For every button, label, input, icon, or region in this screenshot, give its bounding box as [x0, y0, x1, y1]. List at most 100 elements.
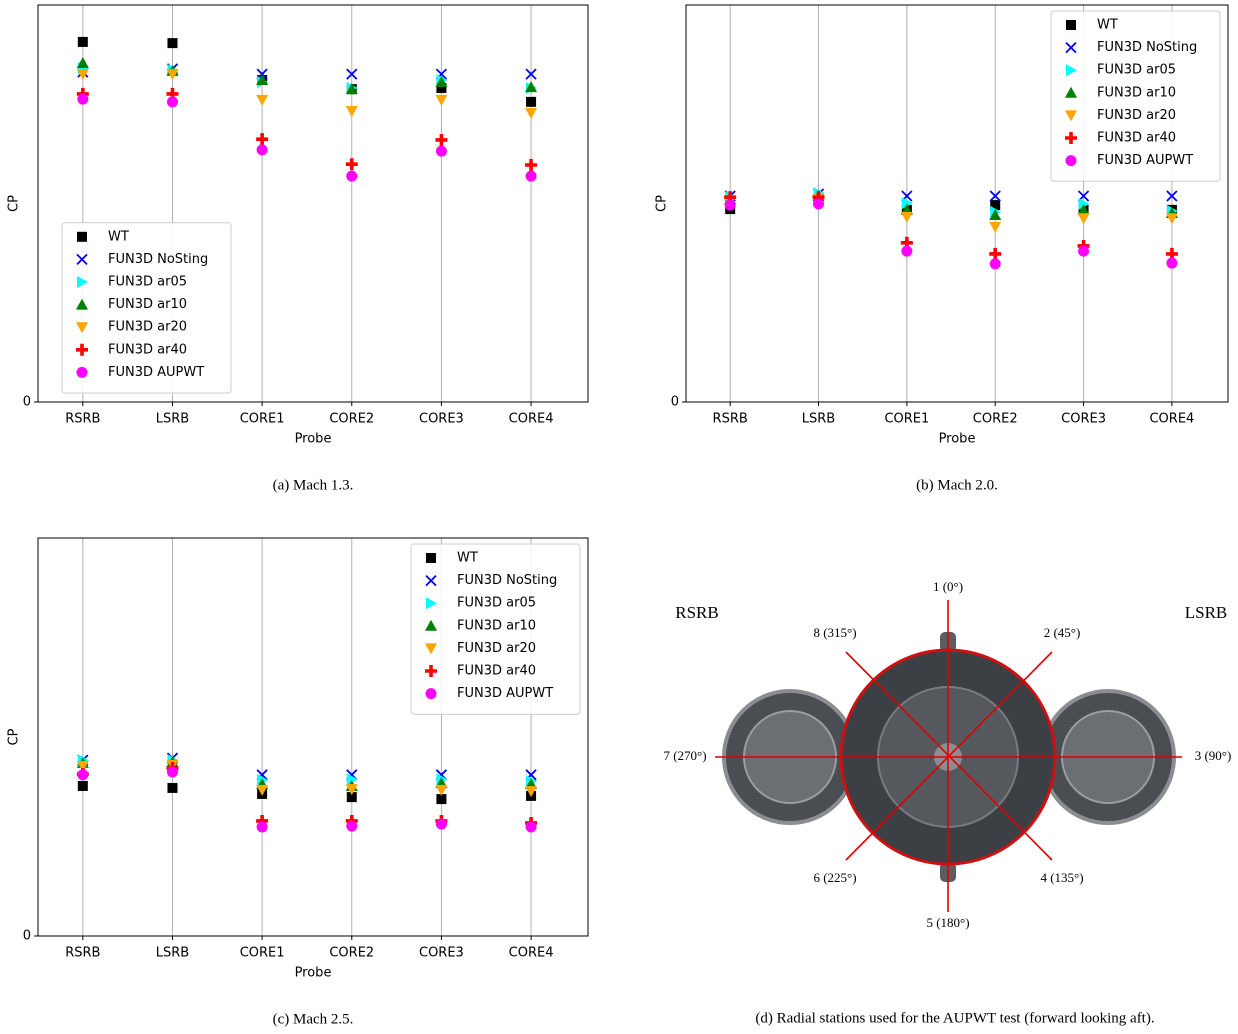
station-label: 7 (270°): [663, 748, 706, 763]
legend-marker: [1065, 155, 1077, 167]
data-point: [525, 821, 537, 833]
legend-marker: [76, 343, 88, 356]
data-point: [525, 786, 538, 798]
legend-label: FUN3D ar05: [108, 275, 187, 290]
data-point: [1078, 245, 1090, 257]
legend-label: FUN3D ar10: [108, 297, 187, 312]
data-point: [435, 145, 447, 157]
station-label: 5 (180°): [926, 915, 969, 930]
data-point: [525, 107, 538, 119]
x-tick-label: CORE1: [240, 412, 285, 427]
x-tick-label: CORE4: [509, 946, 554, 961]
y-axis-label: CP: [7, 195, 22, 212]
data-point: [900, 211, 913, 223]
data-point: [345, 105, 358, 117]
legend-marker: [1065, 132, 1077, 144]
data-point: [724, 191, 737, 204]
x-tick-label: CORE1: [884, 412, 929, 427]
x-tick-label: CORE2: [329, 946, 374, 961]
data-point: [77, 93, 89, 105]
data-point: [525, 170, 537, 182]
data-point: [989, 247, 1002, 260]
x-axis-label: Probe: [295, 966, 332, 981]
x-tick-label: RSRB: [65, 946, 100, 961]
data-point: [346, 68, 358, 80]
data-point: [77, 769, 89, 781]
legend-label: FUN3D AUPWT: [1097, 153, 1193, 168]
legend-label: WT: [457, 551, 478, 566]
legend-marker: [425, 574, 437, 587]
station-label: 6 (225°): [813, 870, 856, 885]
data-point: [724, 199, 736, 211]
data-point: [435, 94, 448, 106]
legend-label: FUN3D AUPWT: [108, 365, 204, 380]
legend-label: FUN3D ar10: [1097, 85, 1176, 100]
station-label: 2 (45°): [1044, 625, 1081, 640]
data-point: [901, 245, 913, 257]
data-point: [166, 96, 178, 108]
data-point: [1078, 197, 1090, 210]
data-point: [436, 82, 447, 93]
data-point: [345, 784, 358, 796]
data-point: [1165, 213, 1178, 225]
data-point: [1166, 190, 1178, 202]
legend-box: [1050, 10, 1221, 182]
legend-marker: [426, 597, 437, 610]
data-point: [813, 198, 825, 210]
x-tick-label: CORE2: [973, 412, 1018, 427]
data-point: [989, 190, 1001, 202]
legend-marker: [77, 276, 88, 288]
station-label: 8 (315°): [813, 625, 856, 640]
plot-frame: [685, 4, 1229, 403]
x-tick-label: CORE3: [419, 412, 464, 427]
caption: (d) Radial stations used for the AUPWT t…: [755, 1010, 1154, 1026]
x-tick-label: LSRB: [802, 412, 835, 427]
x-tick-label: RSRB: [65, 412, 100, 427]
legend-label: WT: [108, 229, 129, 244]
legend-label: FUN3D ar20: [457, 641, 536, 656]
legend-box: [410, 543, 581, 715]
legend-label: FUN3D ar40: [108, 342, 187, 357]
legend-label: FUN3D NoSting: [1097, 40, 1197, 55]
booster-label: RSRB: [675, 603, 718, 622]
booster-label: LSRB: [1185, 603, 1228, 622]
legend-marker: [425, 643, 437, 655]
x-tick-label: LSRB: [156, 412, 189, 427]
data-point: [989, 221, 1002, 233]
caption: (c) Mach 2.5.: [273, 1011, 354, 1027]
x-axis-label: Probe: [295, 432, 332, 447]
y-tick-label: 0: [23, 395, 31, 410]
data-point: [1077, 203, 1090, 215]
legend-marker: [76, 366, 88, 378]
data-point: [77, 780, 88, 791]
x-tick-label: CORE4: [509, 412, 554, 427]
legend-marker: [76, 322, 88, 334]
data-point: [526, 96, 537, 107]
data-point: [812, 191, 825, 204]
legend-marker: [76, 298, 88, 310]
legend-label: FUN3D ar20: [108, 320, 187, 335]
legend-box: [61, 222, 232, 394]
legend-marker: [425, 665, 437, 677]
legend-label: FUN3D AUPWT: [457, 686, 553, 701]
legend-label: WT: [1097, 18, 1118, 33]
data-point: [256, 821, 268, 833]
data-point: [76, 761, 89, 773]
data-point: [256, 74, 269, 86]
data-point: [346, 820, 358, 832]
data-point: [435, 133, 448, 146]
legend-label: FUN3D ar10: [457, 618, 536, 633]
legend-label: FUN3D ar40: [457, 664, 536, 679]
legend-marker: [425, 688, 437, 700]
x-tick-label: CORE4: [1149, 412, 1194, 427]
x-tick-label: CORE2: [329, 412, 374, 427]
data-point: [525, 158, 538, 171]
data-point: [76, 69, 89, 81]
x-tick-label: CORE1: [240, 946, 285, 961]
data-point: [346, 170, 358, 182]
legend-label: FUN3D ar40: [1097, 131, 1176, 146]
legend-marker: [77, 231, 87, 242]
data-point: [1165, 247, 1178, 260]
legend-label: FUN3D ar05: [1097, 63, 1176, 78]
data-point: [256, 784, 269, 796]
